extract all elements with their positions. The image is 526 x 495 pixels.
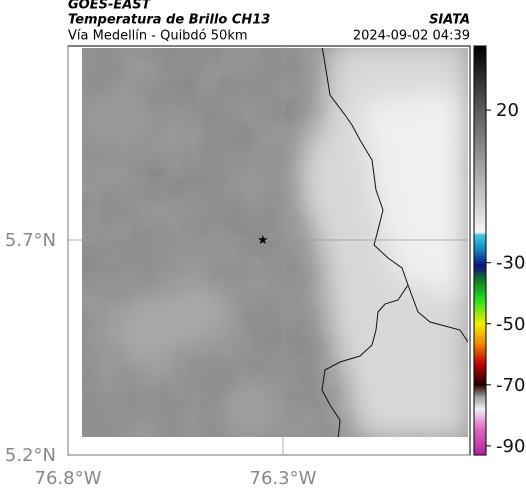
colorbar-tick-label: -70: [496, 375, 525, 396]
timestamp: 2024-09-02 04:39: [353, 29, 470, 44]
y-tick-label: 5.7°N: [5, 230, 56, 251]
location-marker: [258, 235, 268, 244]
satellite-image: [82, 48, 468, 437]
route: Vía Medellín - Quibdó 50km: [68, 29, 248, 44]
colorbar-tick-label: 20: [496, 100, 519, 121]
source: SIATA: [429, 13, 470, 28]
x-tick-label: 76.3°W: [250, 468, 317, 489]
colorbar-tick-label: -50: [496, 314, 525, 335]
x-tick-label: 76.8°W: [35, 468, 102, 489]
colorbar-tick-label: -30: [496, 253, 525, 274]
colorbar: [473, 45, 487, 456]
colorbar-tick-label: -90: [496, 436, 525, 457]
title: GOES-EAST: [68, 0, 152, 13]
subtitle: Temperatura de Brillo CH13: [68, 13, 270, 28]
y-tick-label: 5.2°N: [5, 445, 56, 466]
